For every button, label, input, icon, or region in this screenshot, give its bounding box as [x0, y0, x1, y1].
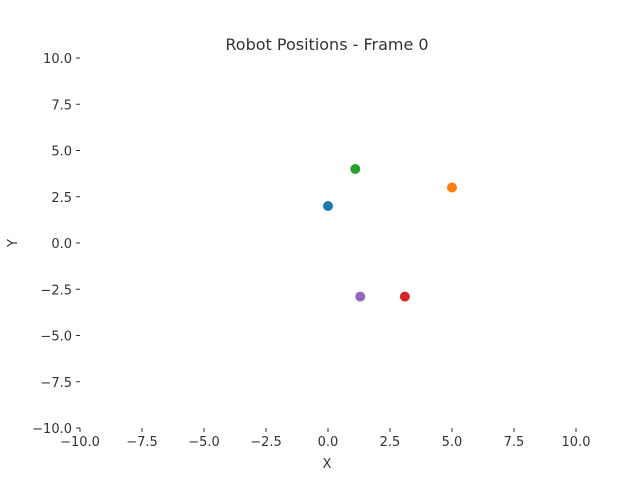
- y-tick-label: −7.5: [40, 376, 72, 391]
- y-axis-label: Y: [6, 239, 21, 248]
- x-tick-label: −10.0: [60, 435, 100, 450]
- y-tick-label: 10.0: [43, 52, 72, 67]
- robot-point: [355, 291, 366, 302]
- y-tick-label: −10.0: [32, 422, 72, 437]
- robot-point: [447, 182, 457, 193]
- data-points: [323, 164, 457, 302]
- robot-point: [323, 201, 333, 211]
- y-tick-label: 0.0: [51, 237, 72, 252]
- robot-point: [350, 164, 361, 174]
- chart-title: Robot Positions - Frame 0: [225, 35, 428, 54]
- x-axis-label: X: [323, 457, 332, 472]
- y-tick-label: 7.5: [51, 98, 72, 113]
- x-tick-label: −5.0: [188, 435, 220, 450]
- y-tick-label: 5.0: [51, 145, 72, 160]
- robot-point: [399, 291, 410, 302]
- x-tick-label: −2.5: [250, 435, 282, 450]
- x-tick-label: 2.5: [380, 435, 401, 450]
- x-tick-label: 5.0: [442, 435, 463, 450]
- x-tick-label: 0.0: [318, 435, 339, 450]
- y-tick-label: −5.0: [40, 330, 72, 345]
- y-axis: −10.0 −7.5 −5.0 −2.5 0.0 2.5 5.0 7.5 10.0: [32, 52, 80, 437]
- x-tick-label: 7.5: [504, 435, 525, 450]
- y-tick-label: 2.5: [51, 191, 72, 206]
- x-axis: −10.0 −7.5 −5.0 −2.5 0.0 2.5 5.0 7.5 10.0: [60, 428, 590, 450]
- y-tick-label: −2.5: [40, 283, 72, 298]
- x-tick-label: 10.0: [562, 435, 591, 450]
- x-tick-label: −7.5: [126, 435, 158, 450]
